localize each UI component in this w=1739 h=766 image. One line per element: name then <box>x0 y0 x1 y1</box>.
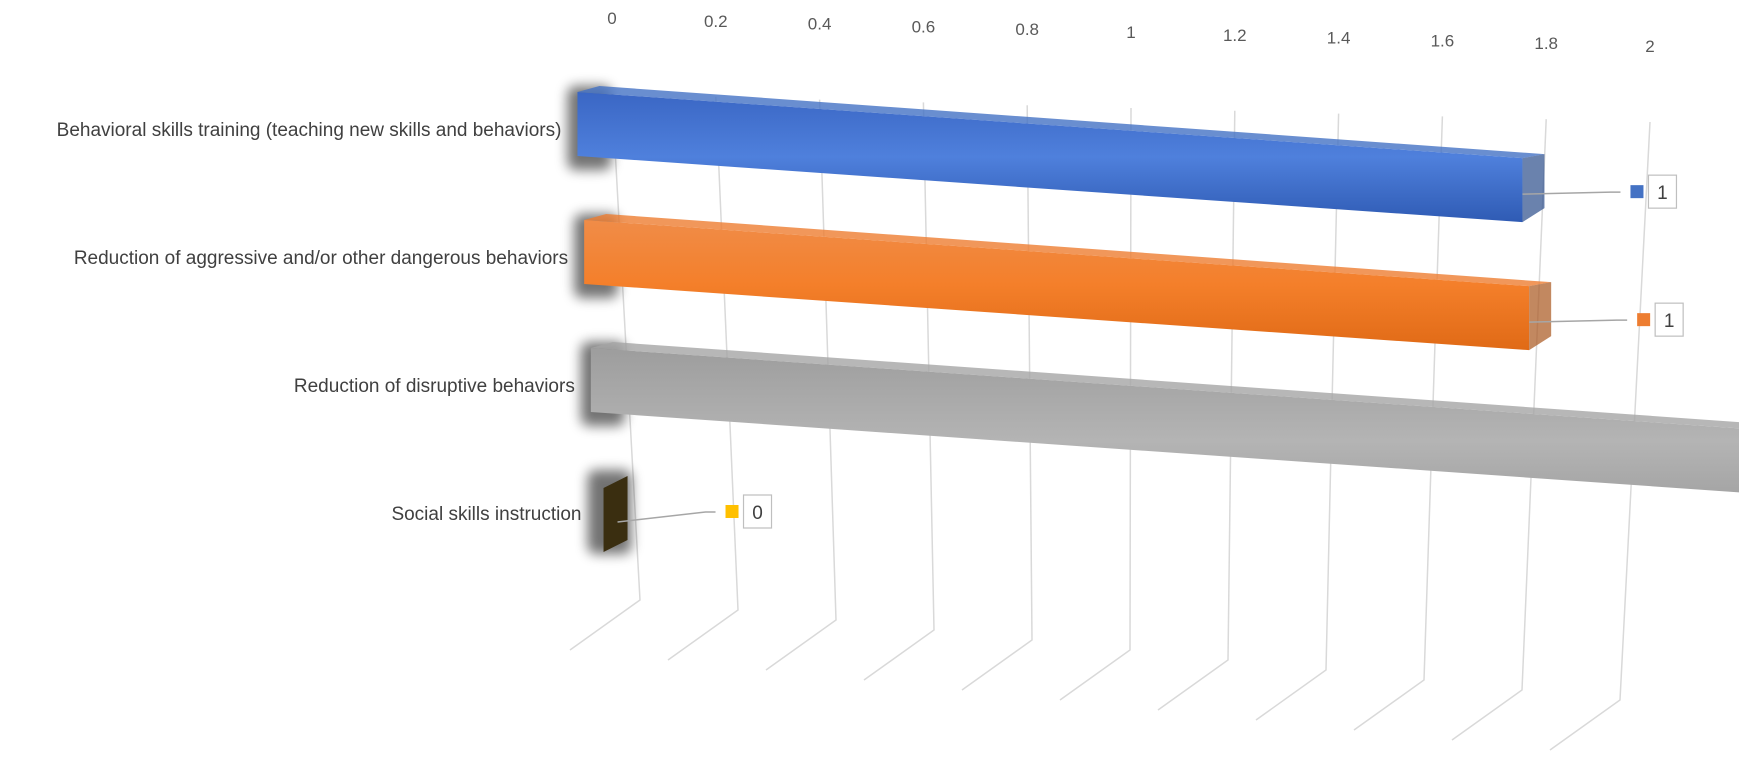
data-label-value: 0 <box>752 503 763 524</box>
category-labels: Behavioral skills training (teaching new… <box>57 120 582 525</box>
x-tick-label: 1 <box>1126 23 1135 42</box>
x-tick-label: 0.2 <box>704 12 728 31</box>
bar <box>577 86 1545 223</box>
x-tick-label: 0.8 <box>1015 20 1039 39</box>
bars <box>577 86 1739 552</box>
x-tick-label: 1.8 <box>1534 34 1558 53</box>
category-label: Social skills instruction <box>391 504 581 525</box>
category-label: Reduction of aggressive and/or other dan… <box>74 248 568 269</box>
x-tick-label: 0 <box>607 9 616 28</box>
data-label-value: 1 <box>1657 183 1668 204</box>
bar <box>584 214 1552 351</box>
bar <box>590 342 1739 493</box>
leader-line <box>1522 191 1621 195</box>
x-tick-label: 1.2 <box>1223 26 1247 45</box>
data-label: 1 <box>1637 302 1684 337</box>
x-axis-ticks: 0 0.2 0.4 0.6 0.8 1 1.2 1.4 1.6 1.8 2 <box>607 9 1654 56</box>
x-tick-label: 1.4 <box>1327 29 1351 48</box>
x-tick-label: 0.6 <box>912 17 936 36</box>
bar <box>603 476 628 552</box>
category-label: Reduction of disruptive behaviors <box>294 376 575 397</box>
x-tick-label: 1.6 <box>1431 31 1455 50</box>
leader-line <box>1529 319 1628 323</box>
leader-line <box>617 511 716 523</box>
data-label: 1 <box>1630 174 1678 209</box>
data-label: 0 <box>725 494 773 529</box>
x-tick-label: 0.4 <box>808 15 832 34</box>
category-label: Behavioral skills training (teaching new… <box>57 120 562 141</box>
data-label-value: 1 <box>1664 311 1675 332</box>
x-tick-label: 2 <box>1645 37 1654 56</box>
data-labels: 1120 <box>617 174 1684 529</box>
